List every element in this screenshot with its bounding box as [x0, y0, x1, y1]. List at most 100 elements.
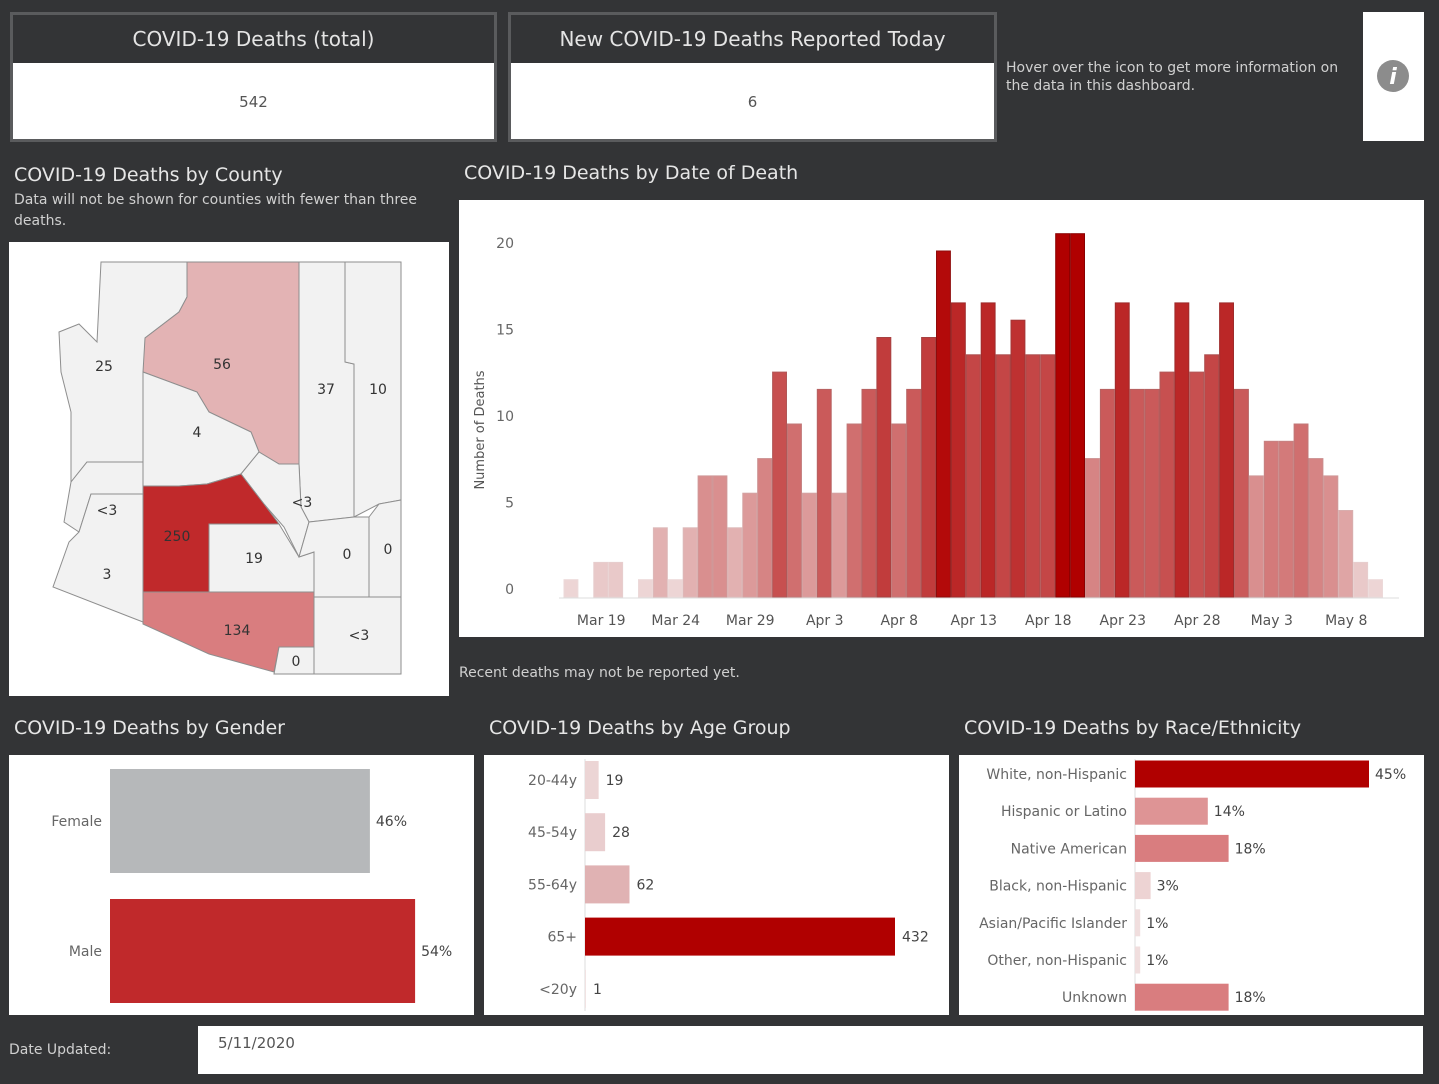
bar	[846, 423, 862, 598]
gender-value-label: 54%	[421, 944, 452, 960]
race-label: Black, non-Hispanic	[989, 879, 1127, 895]
bar	[1129, 388, 1145, 598]
date-chart: Number of Deaths 0 5 10 15 20 Mar 19 Mar 24 Mar …	[473, 233, 1439, 629]
county-apache	[344, 261, 402, 518]
bar	[1159, 371, 1175, 598]
y-tick-label: 20	[496, 236, 514, 252]
bar	[1248, 475, 1264, 598]
race-label: Hispanic or Latino	[1001, 804, 1127, 820]
kpi-total-card: COVID-19 Deaths (total) 542	[10, 12, 497, 142]
bar	[638, 579, 653, 598]
age-bar	[585, 969, 586, 1008]
bar	[861, 388, 877, 598]
bar	[563, 579, 579, 598]
bar	[1368, 579, 1383, 598]
county-subtitle: Data will not be shown for counties with…	[14, 192, 417, 229]
county-label: 25	[95, 359, 113, 375]
race-bar	[1135, 834, 1229, 862]
age-label: 45-54y	[528, 825, 577, 841]
kpi-today-value: 6	[747, 93, 758, 111]
bar	[772, 371, 788, 598]
age-bar	[585, 865, 630, 904]
bar	[936, 250, 951, 598]
age-label: 20-44y	[528, 773, 577, 789]
y-tick-label: 10	[496, 409, 514, 425]
bar	[995, 354, 1011, 598]
gender-title: COVID-19 Deaths by Gender	[14, 717, 285, 739]
gender-bar	[110, 899, 416, 1003]
age-value-label: 1	[593, 982, 602, 998]
race-label: Unknown	[1062, 990, 1127, 1006]
x-tick-label: Apr 28	[1174, 613, 1220, 629]
race-bar	[1135, 909, 1141, 937]
bar	[1204, 354, 1220, 598]
county-label: 250	[164, 529, 191, 545]
age-bar	[585, 917, 895, 956]
x-tick-label: May 8	[1325, 613, 1367, 629]
bar	[652, 527, 668, 598]
bar	[921, 337, 937, 598]
county-label: 134	[224, 623, 251, 639]
kpi-total-value: 542	[239, 93, 268, 111]
race-bar	[1135, 797, 1208, 825]
bar	[1234, 388, 1249, 598]
race-panel: White, non-Hispanic 45% Hispanic or Latino…	[959, 755, 1424, 1015]
race-bar	[1135, 760, 1369, 788]
bar	[1353, 561, 1369, 598]
county-label: 56	[213, 357, 231, 373]
bar	[1263, 440, 1279, 598]
x-tick-label: Mar 19	[577, 613, 626, 629]
bar	[757, 458, 773, 598]
bar	[727, 527, 743, 598]
info-text: Hover over the icon to get more informat…	[1006, 60, 1339, 94]
age-label: 55-64y	[528, 877, 577, 893]
county-label: 0	[292, 654, 301, 670]
age-value-label: 62	[636, 877, 654, 893]
bar	[816, 388, 832, 598]
x-tick-label: Apr 23	[1100, 613, 1146, 629]
bar	[712, 475, 728, 598]
bar	[1070, 233, 1085, 598]
age-value-label: 28	[612, 825, 630, 841]
gender-value-label: 46%	[376, 814, 407, 830]
x-tick-label: Apr 18	[1025, 613, 1071, 629]
info-icon[interactable]: i	[1363, 12, 1424, 141]
bar	[980, 302, 996, 598]
kpi-today-card: New COVID-19 Deaths Reported Today 6	[508, 12, 997, 142]
age-label: 65+	[547, 930, 577, 946]
race-value-label: 45%	[1375, 767, 1406, 783]
bar	[1323, 475, 1339, 598]
county-label: 0	[343, 547, 352, 563]
bar	[950, 302, 966, 598]
bar	[1219, 302, 1234, 598]
date-chart-note: Recent deaths may not be reported yet.	[459, 665, 740, 681]
bar	[1293, 423, 1309, 598]
bar	[831, 492, 847, 598]
y-tick-label: 15	[496, 323, 514, 339]
bar	[801, 492, 817, 598]
age-bar	[585, 761, 599, 799]
bar	[1278, 440, 1294, 598]
gender-label: Male	[69, 944, 102, 960]
kpi-today-label: New COVID-19 Deaths Reported Today	[511, 15, 994, 63]
county-label: 37	[317, 382, 335, 398]
date-updated-label: Date Updated:	[9, 1042, 112, 1058]
gender-panel: Female 46% Male 54%	[9, 755, 474, 1015]
bar	[667, 579, 683, 598]
x-tick-label: Apr 13	[951, 613, 997, 629]
county-label: 4	[193, 425, 202, 441]
x-tick-label: May 3	[1251, 613, 1293, 629]
race-label: White, non-Hispanic	[986, 767, 1127, 783]
county-map-panel: 25 56 37 10 4 <3 <3 250 19 0 0 3 134 <3 …	[9, 242, 449, 696]
bar	[965, 354, 981, 598]
date-updated-panel: 5/11/2020	[198, 1026, 1423, 1074]
age-label: <20y	[539, 982, 577, 998]
date-chart-title: COVID-19 Deaths by Date of Death	[464, 162, 799, 184]
kpi-total-label: COVID-19 Deaths (total)	[13, 15, 494, 63]
bar	[876, 337, 892, 598]
bar	[1144, 388, 1160, 598]
age-value-label: 432	[902, 930, 929, 946]
age-chart: 20-44y 19 45-54y 28 55-64y 62 65+ 432 <20y 1	[528, 759, 929, 1011]
county-title: COVID-19 Deaths by County	[14, 164, 283, 186]
date-chart-panel: Number of Deaths 0 5 10 15 20 Mar 19 Mar 24 Mar …	[459, 200, 1439, 637]
